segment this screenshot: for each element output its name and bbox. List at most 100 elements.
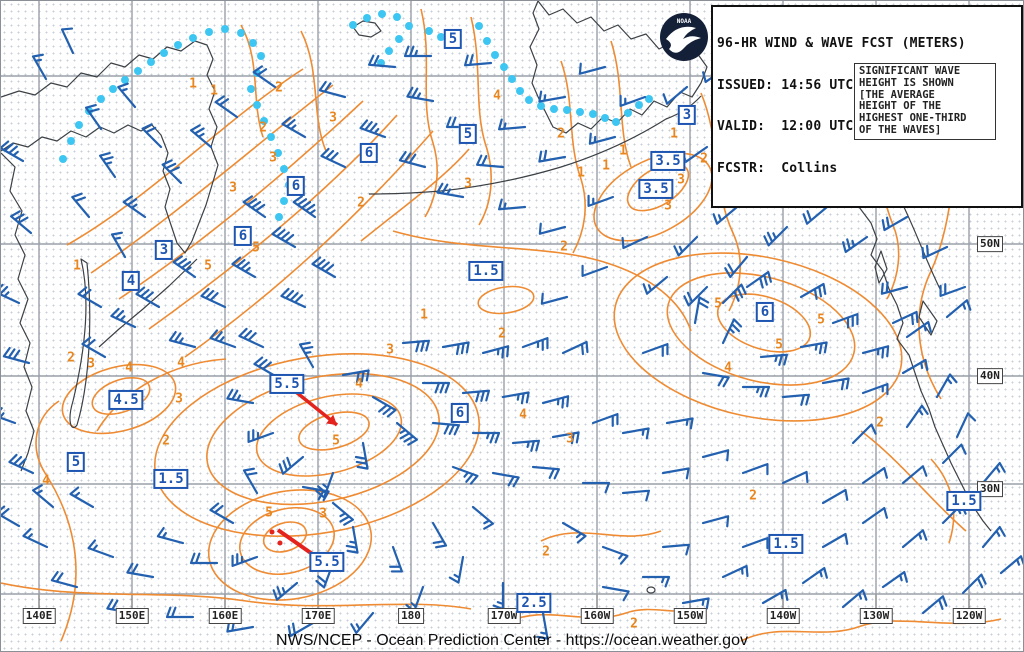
wave-height-box: 2.5	[516, 592, 552, 614]
wind-barb	[781, 393, 811, 406]
contour-height-label: 3	[664, 198, 672, 214]
wind-barb	[84, 104, 103, 131]
contour-height-label: 3	[229, 180, 237, 196]
wind-barb	[801, 566, 828, 585]
wind-barb	[401, 339, 431, 353]
wind-barb	[231, 256, 257, 279]
wind-barb	[1, 505, 21, 528]
wind-barb	[345, 525, 359, 554]
contour-height-label: 4	[355, 376, 363, 392]
wind-barb	[701, 371, 730, 388]
wind-barb	[642, 275, 669, 295]
wind-barb	[367, 54, 397, 69]
contour-height-label: 2	[876, 415, 884, 431]
wave-contour-layer	[1, 8, 1002, 642]
wind-barb	[214, 95, 239, 119]
storm-center-dot	[269, 529, 275, 535]
wind-barb	[741, 385, 771, 398]
wind-barb	[861, 345, 890, 359]
wind-barb	[161, 159, 183, 185]
wind-barb	[842, 235, 869, 254]
longitude-label: 140W	[766, 608, 800, 624]
contour-height-label: 4	[493, 88, 501, 104]
wind-barb	[587, 194, 615, 207]
wind-barb	[581, 481, 611, 494]
wind-barb	[721, 283, 747, 305]
wind-barb	[591, 413, 619, 427]
wind-barb	[463, 54, 493, 67]
wind-barb	[189, 124, 213, 149]
wind-barb	[641, 575, 671, 588]
wind-barb	[683, 285, 709, 307]
wind-barb	[759, 353, 789, 366]
wind-barb	[491, 471, 520, 488]
wind-barb	[701, 515, 730, 528]
wind-barb	[673, 235, 699, 257]
wind-barb	[110, 231, 127, 259]
contour-height-label: 3	[386, 342, 394, 358]
wind-barb	[81, 336, 107, 359]
wind-barb	[955, 412, 977, 439]
wind-barb	[69, 486, 95, 509]
wind-barb	[541, 395, 570, 409]
contour-height-label: 5	[775, 337, 783, 353]
contour-height-label: 2	[542, 544, 550, 560]
wind-barb	[721, 318, 743, 345]
contour-height-label: 2	[357, 195, 365, 211]
wind-barb	[905, 404, 929, 429]
contour-height-label: 5	[265, 505, 273, 521]
wind-barb	[538, 149, 567, 163]
wind-barb	[981, 461, 1006, 485]
wind-barb	[781, 470, 809, 485]
wind-barb	[475, 154, 505, 169]
contour-height-label: 1	[602, 158, 610, 174]
wind-barb	[619, 94, 647, 107]
wind-barb	[60, 27, 75, 55]
wind-barb	[311, 256, 337, 279]
wave-height-box: 3.5	[650, 150, 686, 172]
wind-barb	[50, 570, 79, 589]
wind-barb	[724, 255, 749, 279]
wind-barb	[935, 373, 958, 399]
contour-height-label: 2	[275, 80, 283, 96]
wind-barb	[497, 118, 527, 131]
wave-height-box: 6	[286, 175, 306, 197]
storm-center-dot	[277, 540, 283, 546]
contour-height-label: 3	[677, 172, 685, 188]
chart-title: 96-HR WIND & WAVE FCST (METERS)	[717, 35, 966, 51]
wind-barb	[272, 581, 299, 601]
wind-barb	[168, 330, 197, 349]
wind-barb	[662, 85, 689, 105]
contour-height-label: 2	[557, 126, 565, 142]
wind-barb	[341, 369, 370, 384]
wind-barb	[901, 465, 928, 485]
wind-barb	[209, 502, 235, 525]
wave-height-box: 5.5	[269, 373, 305, 395]
wind-barb	[501, 391, 530, 405]
wind-barb	[901, 529, 928, 549]
wind-barb	[9, 210, 33, 235]
wind-barb	[693, 296, 710, 325]
wind-barb	[578, 62, 607, 75]
wind-barb	[350, 611, 375, 635]
wind-barb	[172, 255, 197, 279]
wind-barb	[621, 427, 650, 440]
contour-height-label: 2	[630, 616, 638, 632]
wind-barb	[77, 286, 103, 309]
wave-height-box: 4.5	[108, 389, 144, 411]
footer-caption: NWS/NCEP - Ocean Prediction Center - htt…	[276, 632, 748, 649]
wind-barb	[1, 140, 25, 163]
wind-barb	[831, 313, 859, 329]
significant-wave-note: SIGNIFICANT WAVE HEIGHT IS SHOWN [THE AV…	[854, 63, 996, 140]
wave-height-box: 1.5	[946, 490, 982, 512]
forecaster-line: FCSTR: Collins	[717, 160, 838, 176]
contour-height-label: 1	[189, 76, 197, 92]
wave-height-box: 5	[66, 451, 86, 473]
wind-barb	[403, 45, 433, 58]
contour-height-label: 5	[332, 433, 340, 449]
wind-barb	[561, 340, 589, 356]
wind-barb	[318, 80, 347, 99]
wind-barb	[861, 506, 888, 525]
wind-barb	[881, 215, 909, 232]
wind-barb	[939, 283, 967, 297]
